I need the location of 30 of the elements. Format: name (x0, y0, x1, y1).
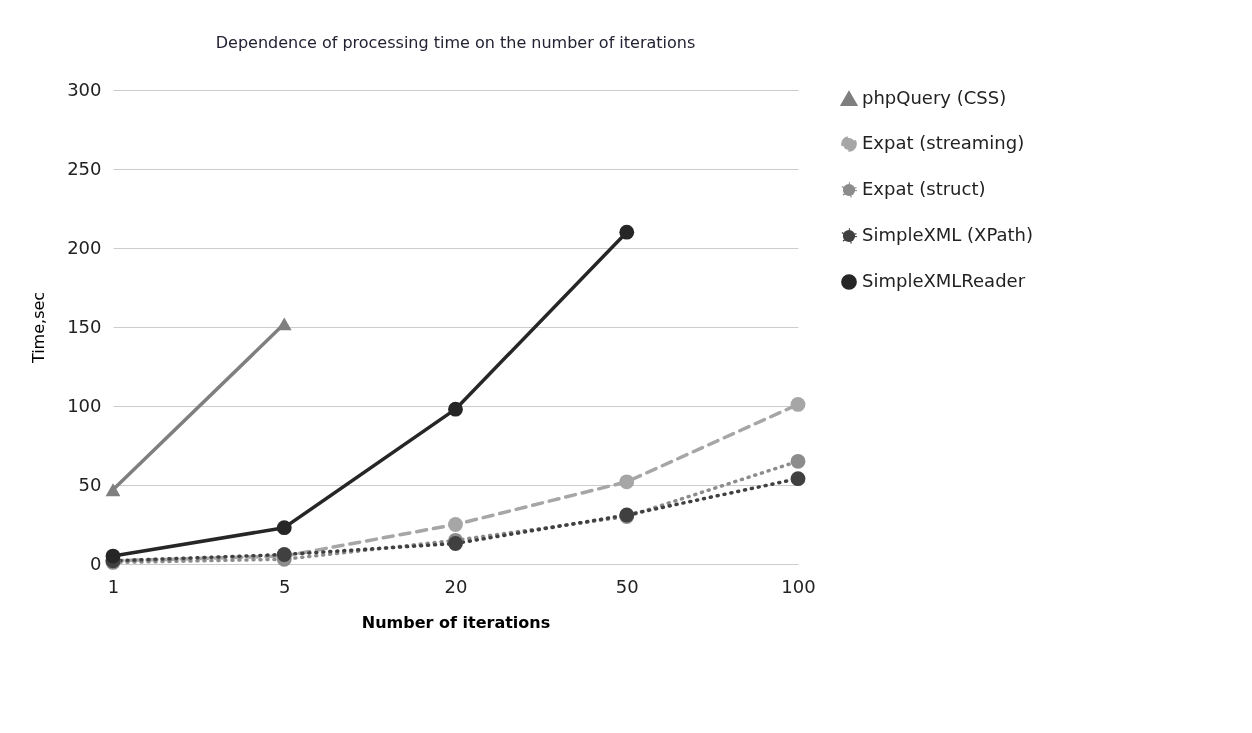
legend-label: phpQuery (CSS) (862, 87, 1007, 108)
point (105, 548, 121, 564)
point (619, 474, 635, 490)
legend-label: Expat (streaming) (862, 132, 1025, 153)
x-tick-label: 5 (279, 575, 291, 597)
point (448, 401, 463, 417)
point (276, 520, 292, 536)
y-axis-title: Time,sec (29, 291, 49, 365)
y-tick-label: 150 (67, 315, 102, 337)
y-tick-label: 250 (67, 157, 102, 179)
y-tick-label: 100 (67, 394, 102, 416)
x-tick-label: 50 (615, 575, 639, 597)
y-tick-label: 300 (67, 78, 102, 100)
point (619, 224, 635, 240)
point (790, 453, 806, 469)
x-tick-label: 20 (444, 575, 468, 597)
legend-label: SimpleXML (XPath) (862, 224, 1033, 245)
y-tick-label: 50 (78, 473, 102, 495)
x-axis-title: Number of iterations (361, 612, 551, 632)
point (790, 471, 806, 487)
legend-label: SimpleXMLReader (862, 270, 1026, 291)
x-tick-label: 100 (781, 575, 816, 597)
point (448, 517, 463, 532)
point (790, 397, 806, 412)
point (448, 536, 463, 551)
chart-title: Dependence of processing time on the number of iterations (215, 33, 696, 52)
legend-label: Expat (struct) (862, 178, 986, 199)
x-tick-label: 1 (107, 575, 120, 597)
y-tick-label: 200 (67, 236, 102, 258)
y-tick-label: 0 (90, 552, 102, 574)
